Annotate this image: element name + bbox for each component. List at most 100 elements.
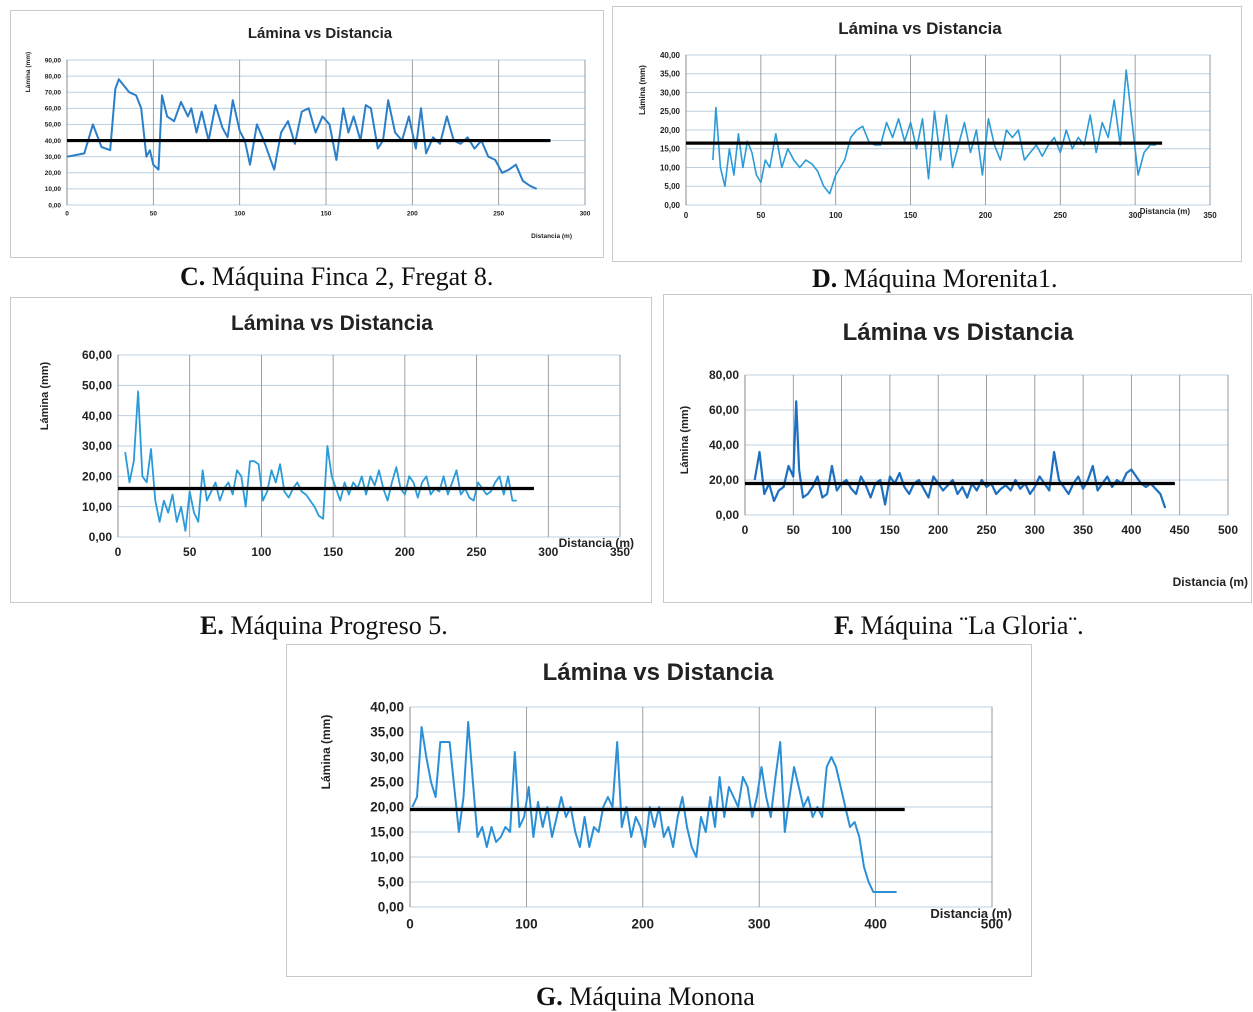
y-axis-label: Lámina (mm) [25, 52, 32, 92]
chart-panel-d: 0,00 5,00 10,00 15,00 20,00 25,00 30,00 35,00 40… [612, 6, 1242, 293]
chart-body: 0,00 5,00 10,00 15,00 20,00 25,00 30,00 35,00 40… [638, 19, 1217, 220]
y-tick-label: 30,00 [370, 750, 404, 765]
x-tick-label: 350 [1073, 523, 1093, 537]
x-axis-label: Distancia (m) [559, 536, 634, 550]
y-tick-label: 20,00 [660, 126, 681, 135]
x-tick-label: 500 [1218, 523, 1238, 537]
figure-caption: C. Máquina Finca 2, Fregat 8. [180, 262, 494, 291]
data-series-line [712, 69, 1157, 195]
y-tick-label: 60,00 [82, 348, 112, 362]
x-tick-label: 50 [183, 545, 197, 559]
y-tick-label: 35,00 [370, 725, 404, 740]
y-tick-label: 10,00 [45, 186, 62, 193]
y-tick-label: 10,00 [82, 500, 112, 514]
x-axis-label: Distancia (m) [1173, 575, 1248, 589]
y-axis-label: Lámina (mm) [319, 715, 333, 790]
x-tick-label: 300 [1128, 211, 1142, 220]
chart-title: Lámina vs Distancia [231, 312, 433, 335]
y-tick-label: 10,00 [660, 163, 681, 172]
y-tick-label: 20,00 [370, 800, 404, 815]
chart-panel-f: 0,00 20,00 40,00 60,00 80,00 0 50 100 150 200 250 3… [663, 294, 1252, 640]
line-chart-g: 0,00 5,00 10,00 15,00 20,00 25,00 30,00 35,00 40… [319, 659, 1012, 932]
y-tick-label: 40,00 [45, 138, 62, 145]
y-tick-label: 25,00 [660, 107, 681, 116]
x-tick-label: 0 [742, 523, 749, 537]
chart-panel-c: 0,00 10,00 20,00 30,00 40,00 50,00 60,00 70,00 8… [10, 10, 604, 291]
x-tick-label: 400 [1121, 523, 1141, 537]
y-tick-label: 40,00 [82, 409, 112, 423]
chart-body: 0,00 10,00 20,00 30,00 40,00 50,00 60,00 0 50 100… [39, 312, 634, 559]
x-tick-label: 300 [1025, 523, 1045, 537]
x-tick-label: 200 [407, 210, 418, 217]
y-tick-label: 20,00 [709, 473, 739, 487]
x-tick-label: 0 [115, 545, 122, 559]
chart-title: Lámina vs Distancia [248, 25, 393, 42]
y-tick-label: 35,00 [660, 70, 681, 79]
y-tick-label: 60,00 [45, 106, 62, 113]
y-tick-label: 15,00 [370, 825, 404, 840]
line-chart-c: 0,00 10,00 20,00 30,00 40,00 50,00 60,00 70,00 8… [25, 25, 591, 240]
x-tick-label: 100 [832, 523, 852, 537]
y-tick-label: 90,00 [45, 57, 62, 64]
y-tick-label: 30,00 [82, 439, 112, 453]
x-tick-label: 300 [580, 210, 591, 217]
x-tick-label: 150 [321, 210, 332, 217]
x-tick-label: 100 [234, 210, 245, 217]
x-tick-label: 200 [632, 917, 655, 932]
x-axis-label: Distancia (m) [1140, 207, 1191, 216]
x-tick-label: 150 [904, 211, 918, 220]
x-tick-label: 100 [251, 545, 271, 559]
y-tick-label: 0,00 [716, 508, 740, 522]
y-tick-label: 30,00 [45, 154, 62, 161]
x-tick-label: 300 [748, 917, 771, 932]
x-tick-label: 100 [515, 917, 538, 932]
y-tick-label: 80,00 [45, 73, 62, 80]
chart-body: 0,00 20,00 40,00 60,00 80,00 0 50 100 150 200 250 3… [679, 319, 1248, 589]
figure-caption: F. Máquina ¨La Gloria¨. [834, 611, 1084, 640]
y-tick-label: 80,00 [709, 368, 739, 382]
chart-body: 0,00 5,00 10,00 15,00 20,00 25,00 30,00 35,00 40… [319, 659, 1012, 932]
x-tick-label: 300 [538, 545, 558, 559]
data-series-line [124, 390, 517, 532]
y-tick-label: 50,00 [82, 379, 112, 393]
chart-body: 0,00 10,00 20,00 30,00 40,00 50,00 60,00 70,00 8… [25, 25, 591, 240]
x-tick-label: 400 [864, 917, 887, 932]
figure-caption: G. Máquina Monona [536, 982, 755, 1011]
x-tick-label: 200 [395, 545, 415, 559]
x-tick-label: 500 [981, 917, 1004, 932]
x-tick-label: 250 [1054, 211, 1068, 220]
y-tick-label: 5,00 [378, 875, 404, 890]
x-tick-label: 350 [610, 545, 630, 559]
x-tick-label: 200 [979, 211, 993, 220]
x-tick-label: 250 [493, 210, 504, 217]
x-tick-label: 50 [150, 210, 158, 217]
x-tick-label: 350 [1203, 211, 1217, 220]
y-tick-label: 0,00 [378, 900, 404, 915]
x-tick-label: 0 [684, 211, 689, 220]
x-tick-label: 250 [976, 523, 996, 537]
y-tick-label: 40,00 [660, 51, 681, 60]
line-chart-e: 0,00 10,00 20,00 30,00 40,00 50,00 60,00 0 50 100… [39, 312, 634, 559]
y-tick-label: 50,00 [45, 122, 62, 129]
figure-caption: E. Máquina Progreso 5. [200, 611, 448, 640]
figure-caption: D. Máquina Morenita1. [812, 264, 1058, 293]
x-axis-label: Distancia (m) [531, 233, 572, 240]
y-tick-label: 15,00 [660, 145, 681, 154]
x-tick-label: 200 [928, 523, 948, 537]
chart-title: Lámina vs Distancia [838, 19, 1002, 38]
y-tick-label: 20,00 [45, 170, 62, 177]
y-tick-label: 5,00 [664, 182, 680, 191]
line-chart-d: 0,00 5,00 10,00 15,00 20,00 25,00 30,00 35,00 40… [638, 19, 1217, 220]
y-tick-label: 40,00 [709, 438, 739, 452]
x-tick-label: 50 [756, 211, 765, 220]
y-tick-label: 10,00 [370, 850, 404, 865]
y-axis-label: Lámina (mm) [638, 65, 647, 115]
y-tick-label: 0,00 [89, 530, 113, 544]
x-tick-label: 100 [829, 211, 843, 220]
chart-title: Lámina vs Distancia [543, 659, 774, 686]
chart-panel-g: 0,00 5,00 10,00 15,00 20,00 25,00 30,00 35,00 40… [286, 644, 1032, 1011]
chart-title: Lámina vs Distancia [843, 319, 1074, 346]
line-chart-f: 0,00 20,00 40,00 60,00 80,00 0 50 100 150 200 250 3… [679, 319, 1248, 589]
x-axis-label: Distancia (m) [930, 906, 1012, 921]
y-tick-label: 0,00 [48, 202, 61, 209]
